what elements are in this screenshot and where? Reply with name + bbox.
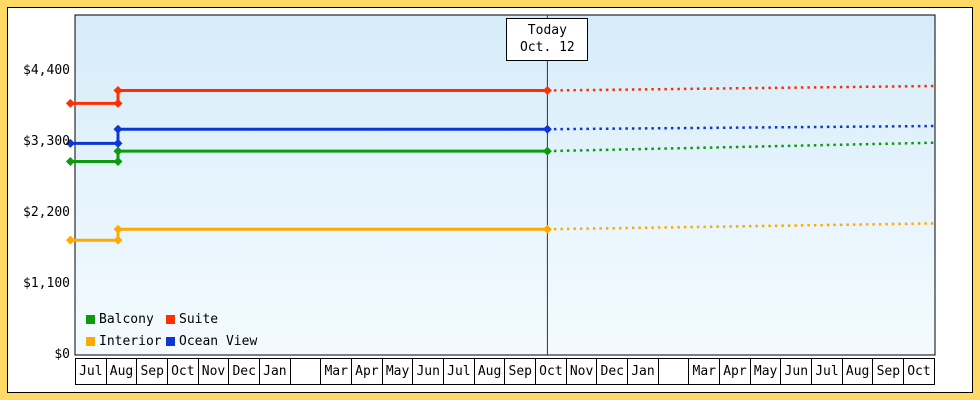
legend-label: Interior (99, 333, 162, 349)
series-interior-marker (65, 235, 75, 245)
legend-item: Interior (86, 333, 166, 349)
series-suite-marker (542, 85, 552, 95)
month-cell: Aug (843, 359, 874, 384)
month-cell: Nov (567, 359, 598, 384)
series-suite-marker (113, 85, 123, 95)
series-suite (65, 84, 936, 108)
series-interior-marker (113, 224, 123, 234)
series-suite-solid-line (70, 89, 548, 105)
series-ocean-view (65, 124, 936, 148)
y-tick-label: $3,300 (23, 134, 70, 150)
legend-item: Ocean View (166, 333, 257, 349)
x-axis-month-row: Jul Aug Sep Oct Nov Dec Jan Mar Apr May Jun Jul Aug S… (75, 358, 935, 385)
month-cell: Sep (505, 359, 537, 384)
month-cell: Jul (812, 359, 843, 384)
legend-label: Suite (179, 311, 219, 327)
series-suite-marker (113, 98, 123, 108)
month-cell: Mar (689, 359, 721, 384)
month-cell: Aug (475, 359, 506, 384)
month-cell: Jan (260, 359, 291, 384)
month-cell: May (383, 359, 414, 384)
price-history-chart (65, 14, 936, 356)
series-interior-solid-line (70, 227, 548, 242)
month-cell: Jul (76, 359, 107, 384)
series-ocean-view-marker (113, 124, 123, 134)
month-cell: Apr (352, 359, 383, 384)
legend-swatch (166, 314, 175, 324)
month-cell: Jan (628, 359, 659, 384)
series-interior-marker (113, 235, 123, 245)
month-cell (291, 359, 322, 384)
today-label: Today (527, 23, 567, 38)
series-suite-marker (65, 98, 75, 108)
month-cell: Jun (781, 359, 813, 384)
series-ocean-view-marker (65, 138, 75, 148)
chart-frame: $4,400 $3,300 $2,200 $1,100 $0 Jul Aug Sep Oct N… (7, 7, 973, 393)
month-cell: Jun (413, 359, 445, 384)
legend-swatch (166, 336, 175, 346)
series-balcony-marker (113, 156, 123, 166)
y-tick-label: $0 (54, 347, 70, 362)
legend-item: Balcony (86, 311, 166, 327)
month-cell: Mar (321, 359, 353, 384)
legend-swatch (86, 336, 95, 346)
series-interior-marker (542, 224, 552, 234)
month-cell: May (751, 359, 782, 384)
series-balcony-solid-line (70, 149, 548, 163)
legend-item: Suite (166, 311, 257, 327)
y-tick-label: $4,400 (23, 63, 70, 79)
month-cell: Dec (597, 359, 629, 384)
month-cell: Nov (199, 359, 230, 384)
legend-label: Ocean View (179, 333, 258, 349)
plot-area (74, 14, 936, 356)
series-balcony-marker (542, 146, 552, 156)
month-cell: Sep (137, 359, 169, 384)
today-box: Today Oct. 12 (506, 18, 589, 61)
legend: Balcony Suite Interior Ocean View (86, 311, 257, 349)
legend-swatch (86, 314, 95, 324)
month-cell: Aug (107, 359, 138, 384)
y-tick-label: $2,200 (23, 205, 70, 221)
series-balcony (65, 141, 936, 166)
month-cell (659, 359, 690, 384)
legend-label: Balcony (99, 311, 154, 327)
month-cell: Oct (907, 364, 931, 379)
month-cell: Oct (536, 359, 567, 384)
series-balcony-marker (113, 146, 123, 156)
month-cell: Dec (229, 359, 261, 384)
series-ocean-view-marker (113, 138, 123, 148)
month-cell: Oct (168, 359, 199, 384)
y-tick-label: $1,100 (23, 276, 70, 292)
series-balcony-marker (65, 156, 75, 166)
series-ocean-view-marker (542, 124, 552, 134)
month-cell: Jul (444, 359, 475, 384)
series-interior (65, 222, 936, 245)
today-date: Oct. 12 (519, 40, 575, 55)
series-ocean-view-solid-line (70, 127, 548, 145)
month-cell: Sep (873, 359, 905, 384)
month-cell: Apr (720, 359, 751, 384)
